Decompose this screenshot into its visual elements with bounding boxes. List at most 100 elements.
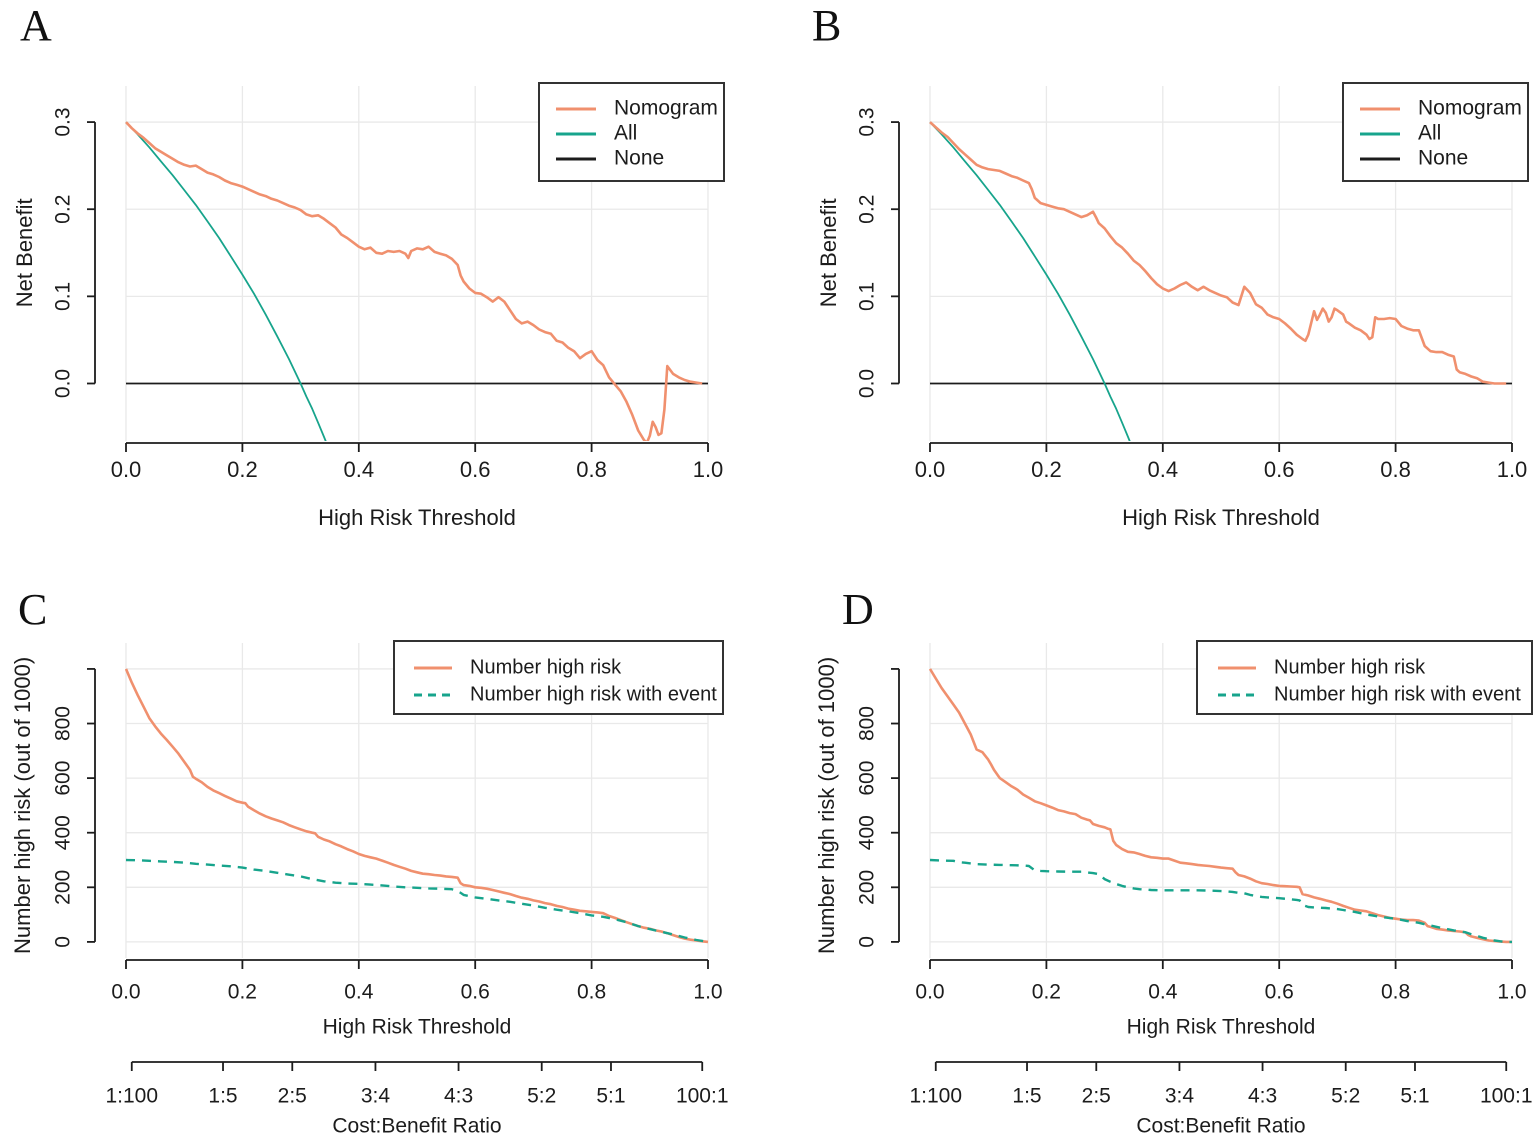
y-axis: 0.0 0.1 0.2 0.3 Net Benefit [12,107,96,398]
svg-text:0.8: 0.8 [576,457,607,482]
y-axis: 0 200 400 600 800 Number high risk (out of 10… [10,657,96,954]
svg-text:0.2: 0.2 [227,457,258,482]
svg-text:3:4: 3:4 [361,1085,391,1108]
y-axis: 0.0 0.1 0.2 0.3 Net Benefit [816,107,900,398]
svg-text:800: 800 [52,706,75,741]
cost-benefit-axis: 1:100 1:5 2:5 3:4 4:3 5:2 5:1 100:1 Cost:Benefit… [105,1061,729,1138]
svg-text:600: 600 [856,761,879,796]
svg-text:0.0: 0.0 [111,981,140,1004]
svg-text:0.2: 0.2 [1031,457,1062,482]
y-axis-title: Net Benefit [12,198,37,307]
cost-benefit-axis: 1:100 1:5 2:5 3:4 4:3 5:2 5:1 100:1 Cost:Benefit… [909,1061,1533,1138]
svg-text:5:2: 5:2 [527,1085,556,1108]
panel-label-c: C [18,585,48,634]
y-axis-title: Number high risk (out of 1000) [814,657,839,954]
svg-text:0.8: 0.8 [1380,457,1411,482]
panel-c: 0 200 400 600 800 Number high risk (out of 10… [10,640,729,1138]
legend-label: Number high risk [470,656,622,678]
svg-text:400: 400 [52,815,75,850]
series-all [125,121,327,441]
series-number-high-risk-with-event [929,858,1512,944]
svg-text:0.4: 0.4 [1148,981,1178,1004]
svg-text:1.0: 1.0 [1497,457,1528,482]
svg-text:100:1: 100:1 [1480,1085,1533,1108]
svg-text:0.1: 0.1 [52,282,75,311]
svg-text:600: 600 [52,761,75,796]
svg-text:0.2: 0.2 [1032,981,1061,1004]
svg-text:0.8: 0.8 [577,981,606,1004]
svg-text:0.4: 0.4 [344,981,374,1004]
legend-label: All [1418,122,1441,145]
svg-text:2:5: 2:5 [278,1085,307,1108]
panel-b: 0.0 0.1 0.2 0.3 Net Benefit 0.0 0.2 0.4 0.6 0.8 1.… [816,82,1529,530]
svg-text:0.1: 0.1 [856,282,879,311]
svg-text:0.6: 0.6 [1265,981,1294,1004]
y-axis-title: Net Benefit [816,198,841,307]
svg-text:0.6: 0.6 [460,457,491,482]
legend-label: Number high risk with event [470,683,717,705]
svg-text:1:5: 1:5 [1012,1085,1041,1108]
series-nomogram [929,121,1507,385]
y-axis: 0 200 400 600 800 Number high risk (out of 10… [814,657,900,954]
cost-benefit-axis-title: Cost:Benefit Ratio [1136,1115,1305,1138]
svg-text:1.0: 1.0 [693,457,724,482]
svg-text:0.0: 0.0 [52,369,75,398]
svg-text:5:1: 5:1 [1400,1085,1429,1108]
panel-label-a: A [20,1,52,50]
svg-text:0: 0 [856,936,879,948]
x-axis: 0.0 0.2 0.4 0.6 0.8 1.0 High Risk Threshold [915,959,1527,1039]
svg-text:0.6: 0.6 [1264,457,1295,482]
svg-text:800: 800 [856,706,879,741]
svg-text:3:4: 3:4 [1165,1085,1195,1108]
svg-text:4:3: 4:3 [1248,1085,1277,1108]
legend-label: Nomogram [1418,97,1522,120]
svg-text:400: 400 [856,815,879,850]
svg-text:0.4: 0.4 [1148,457,1179,482]
svg-text:0.3: 0.3 [52,107,75,136]
x-axis: 0.0 0.2 0.4 0.6 0.8 1.0 High Risk Threshold [111,959,723,1039]
x-axis-title: High Risk Threshold [318,505,516,530]
legend-label: All [614,122,637,145]
svg-text:2:5: 2:5 [1082,1085,1111,1108]
legend-label: Nomogram [614,97,718,120]
series-number-high-risk [929,668,1512,944]
svg-text:0.0: 0.0 [856,369,879,398]
svg-text:0: 0 [52,936,75,948]
svg-text:5:1: 5:1 [596,1085,625,1108]
svg-text:0.2: 0.2 [856,195,879,224]
legend-label: None [614,147,664,170]
x-axis-title: High Risk Threshold [1127,1016,1316,1039]
svg-text:0.0: 0.0 [915,457,946,482]
x-axis-title: High Risk Threshold [323,1016,512,1039]
svg-text:200: 200 [52,870,75,905]
series-all [929,121,1131,441]
svg-text:1.0: 1.0 [693,981,722,1004]
svg-text:0.4: 0.4 [344,457,375,482]
x-axis: 0.0 0.2 0.4 0.6 0.8 1.0 High Risk Threshold [111,442,724,530]
series-number-high-risk [125,668,709,944]
series-nomogram [125,121,703,441]
cost-benefit-axis-title: Cost:Benefit Ratio [332,1115,501,1138]
svg-text:1.0: 1.0 [1497,981,1526,1004]
legend-label: None [1418,147,1468,170]
svg-text:200: 200 [856,870,879,905]
y-axis-title: Number high risk (out of 1000) [10,657,35,954]
svg-text:0.2: 0.2 [52,195,75,224]
legend-label: Number high risk with event [1274,683,1521,705]
svg-text:0.0: 0.0 [111,457,142,482]
svg-text:1:100: 1:100 [105,1085,158,1108]
legend-label: Number high risk [1274,656,1426,678]
svg-text:0.6: 0.6 [461,981,490,1004]
series-number-high-risk-with-event [125,858,709,944]
legend: Number high risk Number high risk with ev… [1196,640,1533,715]
legend: Number high risk Number high risk with ev… [393,640,724,715]
svg-text:1:5: 1:5 [208,1085,237,1108]
svg-text:0.3: 0.3 [856,107,879,136]
svg-text:0.8: 0.8 [1381,981,1410,1004]
x-axis: 0.0 0.2 0.4 0.6 0.8 1.0 High Risk Threshold [915,442,1528,530]
svg-text:5:2: 5:2 [1331,1085,1360,1108]
svg-text:1:100: 1:100 [909,1085,962,1108]
